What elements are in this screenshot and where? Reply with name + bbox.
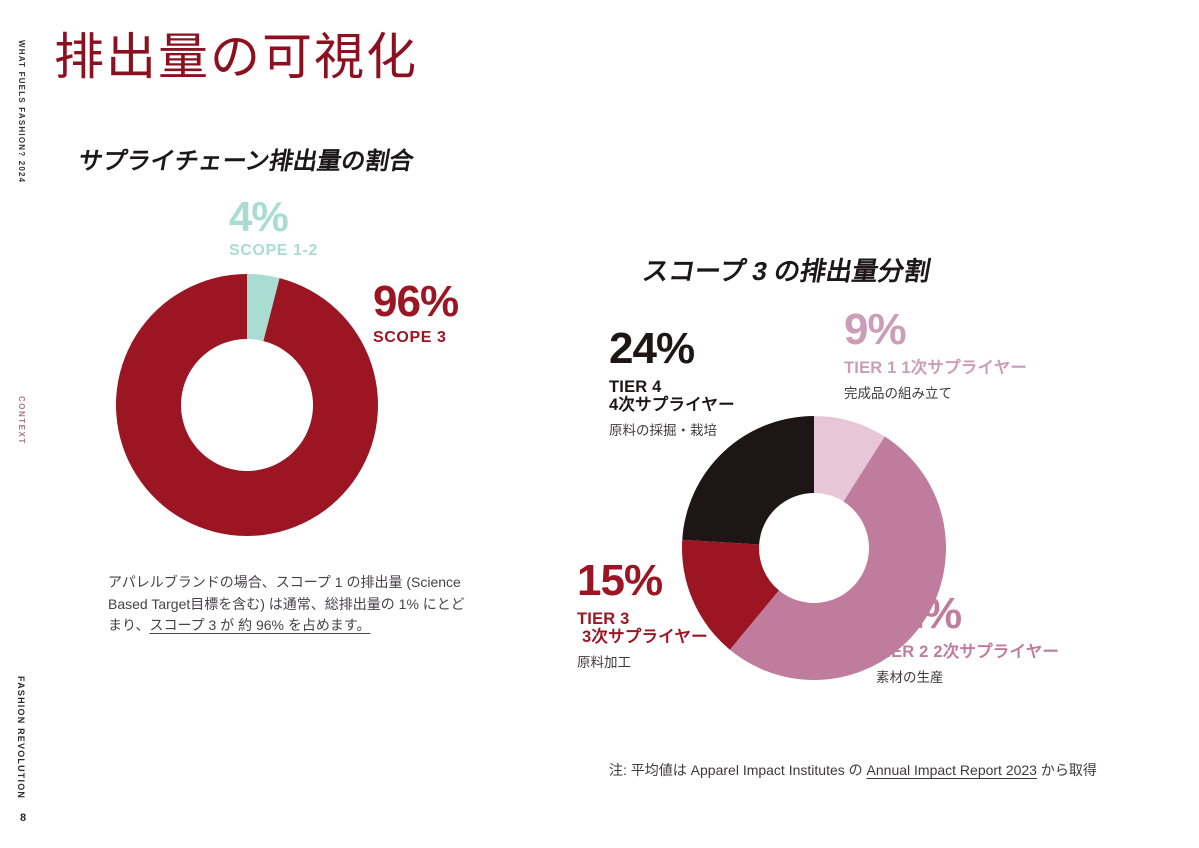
tier1-percentage: 9% (844, 305, 907, 354)
sidebar-section-label: CONTEXT (17, 396, 26, 445)
page-number: 8 (20, 812, 27, 824)
tier4-percentage: 24% (609, 324, 695, 373)
sidebar-report-title: WHAT FUELS FASHION? 2024 (17, 40, 26, 184)
scope3-inline-link[interactable]: スコープ 3 が 約 96% を占めます。 (149, 617, 371, 633)
footnote-suffix: から取得 (1036, 762, 1097, 778)
donut-slice-scope-3 (115, 274, 378, 536)
description-line-3-prefix: まり、 (108, 617, 150, 633)
tier3-label-line1: TIER 3 (577, 610, 630, 628)
scope12-percentage: 4% (229, 193, 289, 240)
description-line-3: まり、スコープ 3 が 約 96% を占めます。 (108, 615, 465, 637)
description-line-2: Based Target目標を含む) は通常、総排出量の 1% にとど (108, 595, 465, 612)
tier4-label: TIER 4 4次サプライヤー (609, 378, 735, 415)
scope12-callout: 4% SCOPE 1-2 (229, 193, 318, 260)
donut-slice-tier-1 (814, 416, 885, 502)
scope3-callout: 96% SCOPE 3 (373, 277, 459, 347)
donut-slice-tier-2 (729, 436, 946, 680)
scope3-label: SCOPE 3 (373, 329, 447, 346)
scope3-split-chart-title: スコープ 3 の排出量分割 (640, 256, 934, 286)
tier1-sublabel: 完成品の組み立て (844, 385, 952, 401)
tier1-callout: 9% TIER 1 1次サプライヤー 完成品の組み立て (844, 308, 1027, 402)
tier3-sublabel: 原料加工 (577, 654, 631, 670)
tier1-label: TIER 1 1次サプライヤー (844, 359, 1028, 377)
tier2-label: TIER 2 2次サプライヤー (876, 643, 1060, 661)
sidebar-brand-label: FASHION REVOLUTION (16, 676, 26, 800)
tier3-callout: 15% TIER 3 3次サプライヤー 原料加工 (577, 559, 708, 671)
tier3-label-line2: 3次サプライヤー (582, 627, 708, 646)
donut-slice-scope-1-2 (247, 274, 280, 342)
tier4-sublabel: 原料の採掘・栽培 (609, 422, 717, 438)
source-footnote: 注: 平均値は Apparel Impact Institutes の Annu… (609, 760, 1097, 780)
scope3-percentage: 96% (373, 277, 459, 326)
supply-chain-chart-title: サプライチェーン排出量の割合 (76, 148, 416, 175)
annual-impact-report-link[interactable]: Annual Impact Report 2023 (866, 762, 1037, 778)
scope3-split-donut-chart (681, 416, 946, 680)
donut-slice-tier-3 (681, 539, 779, 650)
footnote-prefix: 注: 平均値は Apparel Impact Institutes の (609, 762, 867, 778)
supply-chain-donut-chart (115, 274, 378, 536)
supply-chain-description: アパレルブランドの場合、スコープ 1 の排出量 (Science Based T… (108, 572, 465, 637)
description-line-1: アパレルブランドの場合、スコープ 1 の排出量 (Science (108, 574, 461, 590)
tier2-callout: 52% TIER 2 2次サプライヤー 素材の生産 (876, 592, 1059, 686)
tier2-percentage: 52% (876, 589, 962, 638)
tier3-percentage: 15% (577, 556, 663, 605)
tier3-label: TIER 3 3次サプライヤー (577, 610, 708, 647)
tier4-label-line1: TIER 4 (609, 378, 662, 396)
tier4-callout: 24% TIER 4 4次サプライヤー 原料の採掘・栽培 (609, 327, 735, 439)
scope12-label: SCOPE 1-2 (229, 242, 318, 259)
tier4-label-line2: 4次サプライヤー (609, 395, 735, 414)
page-title: 排出量の可視化 (54, 29, 418, 85)
donut-slice-tier-4 (682, 416, 814, 545)
tier2-sublabel: 素材の生産 (876, 669, 944, 685)
